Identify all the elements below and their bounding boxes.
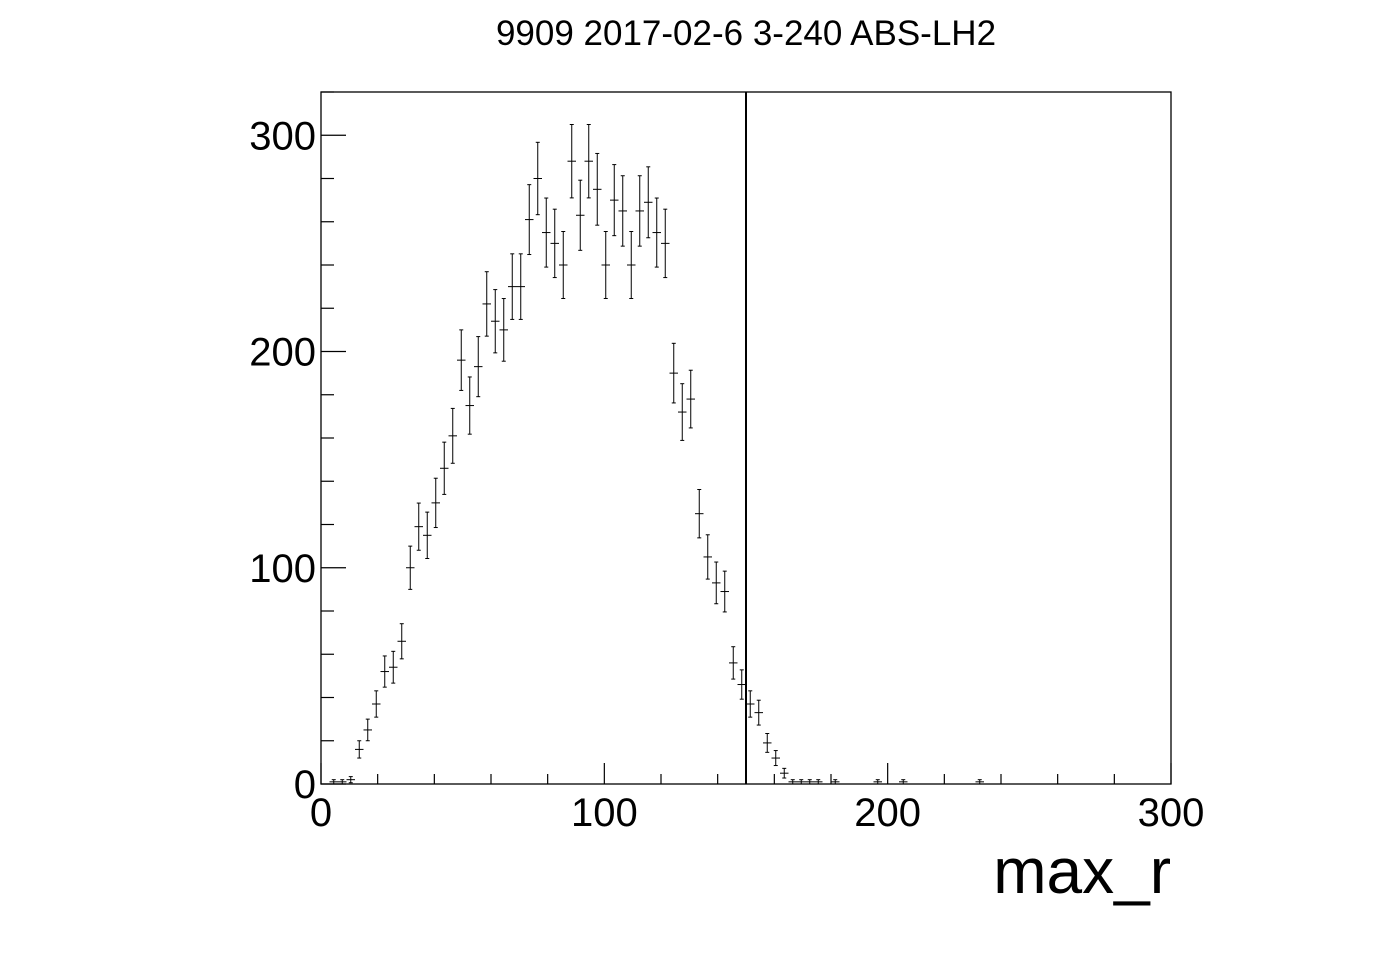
data-point (601, 230, 610, 300)
data-point (372, 690, 381, 718)
data-point (831, 779, 840, 785)
data-point (771, 750, 780, 767)
data-point (652, 197, 661, 268)
data-point (678, 383, 687, 441)
data-point (482, 271, 491, 337)
data-point (380, 655, 389, 688)
data-point (516, 253, 525, 320)
data-point (465, 376, 474, 435)
data-point (346, 776, 355, 784)
data-point (661, 208, 670, 279)
data-point (780, 767, 789, 779)
data-point (491, 289, 500, 354)
data-point (389, 650, 398, 684)
data-point (814, 779, 823, 785)
data-point (559, 230, 568, 300)
data-point (610, 164, 619, 237)
data-point (797, 779, 806, 785)
data-point (440, 441, 449, 495)
data-point (567, 124, 576, 199)
data-point (363, 718, 372, 742)
data-point (788, 779, 797, 785)
x-axis-label: max_r (993, 835, 1171, 907)
data-point (525, 184, 534, 256)
x-tick-label: 300 (1138, 791, 1205, 835)
data-point (669, 342, 678, 404)
data-point (805, 779, 814, 785)
y-tick-label: 0 (294, 763, 316, 807)
data-point (533, 141, 542, 216)
data-point (720, 570, 729, 613)
x-tick-label: 100 (571, 791, 638, 835)
y-tick-label: 100 (249, 547, 316, 591)
data-point (873, 779, 882, 785)
data-point (499, 298, 508, 362)
data-point (712, 561, 721, 605)
data-point (627, 230, 636, 300)
data-point (414, 502, 423, 551)
data-point (550, 208, 559, 279)
data-point (746, 690, 755, 718)
data-point (763, 732, 772, 753)
data-point (474, 336, 483, 398)
y-axis-ticks (321, 91, 346, 785)
data-point (618, 175, 627, 247)
x-axis-ticks (320, 763, 1172, 784)
data-point (397, 623, 406, 660)
data-point (737, 669, 746, 700)
data-point (686, 369, 695, 429)
data-points (329, 124, 984, 785)
x-tick-label: 200 (854, 791, 921, 835)
data-point (431, 477, 440, 529)
data-point (329, 779, 338, 785)
data-point (729, 646, 738, 680)
chart-title: 9909 2017-02-6 3-240 ABS-LH2 (496, 14, 996, 53)
data-point (423, 511, 432, 560)
data-point (975, 779, 984, 785)
data-point (703, 534, 712, 580)
data-point (448, 407, 457, 464)
data-point (695, 489, 704, 539)
data-point (542, 197, 551, 268)
data-point (338, 779, 347, 785)
data-point (584, 124, 593, 199)
data-point (899, 779, 908, 785)
data-point (576, 179, 585, 251)
x-axis-tick-labels: 0 100 200 300 (310, 791, 1205, 835)
data-point (635, 175, 644, 247)
x-tick-label: 0 (310, 791, 332, 835)
y-axis-tick-labels: 0 100 200 300 (249, 114, 316, 807)
data-point (355, 740, 364, 759)
data-point (406, 545, 415, 590)
data-point (593, 152, 602, 226)
data-point (754, 699, 763, 726)
data-point (644, 166, 653, 239)
data-point (457, 329, 466, 391)
data-point (508, 253, 517, 320)
y-tick-label: 300 (249, 114, 316, 158)
y-tick-label: 200 (249, 331, 316, 375)
